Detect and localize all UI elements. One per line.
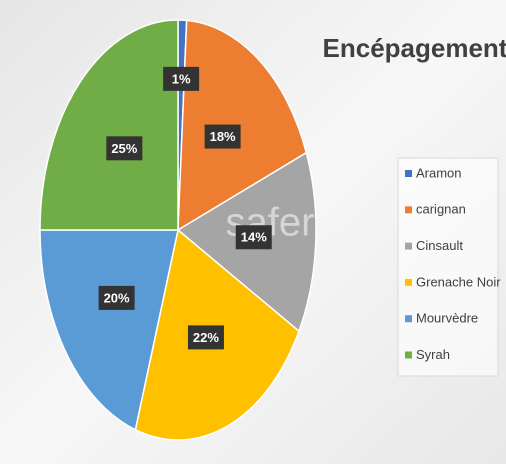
legend-marker bbox=[405, 315, 412, 323]
chart-title: Encépagement bbox=[323, 33, 506, 63]
data-label-box bbox=[98, 285, 135, 310]
legend-label: Cinsault bbox=[416, 238, 463, 253]
data-label-box bbox=[235, 225, 272, 250]
legend-marker bbox=[405, 242, 412, 250]
data-label: 14% bbox=[241, 230, 267, 245]
data-label: 25% bbox=[111, 141, 137, 156]
data-label-box bbox=[187, 325, 224, 350]
data-label: 20% bbox=[104, 290, 130, 305]
data-label-box bbox=[163, 66, 200, 91]
legend-marker bbox=[405, 351, 412, 359]
pie-slice bbox=[39, 229, 179, 431]
data-label: 22% bbox=[193, 330, 219, 345]
legend-label: Aramon bbox=[416, 165, 462, 180]
pie-slice bbox=[177, 19, 308, 232]
data-label: 1% bbox=[172, 71, 191, 86]
legend-label: Mourvèdre bbox=[416, 311, 478, 326]
legend-label: carignan bbox=[416, 202, 466, 217]
legend-marker bbox=[405, 170, 412, 177]
data-label-box bbox=[106, 136, 143, 161]
legend-marker bbox=[405, 278, 412, 286]
pie-slice bbox=[39, 19, 179, 231]
legend-label: Grenache Noir bbox=[416, 274, 501, 289]
legend-label: Syrah bbox=[416, 347, 450, 362]
legend-marker bbox=[405, 206, 412, 214]
data-label: 18% bbox=[210, 129, 236, 144]
legend-box bbox=[397, 157, 499, 377]
data-label-box bbox=[204, 124, 241, 149]
pie bbox=[39, 19, 317, 441]
